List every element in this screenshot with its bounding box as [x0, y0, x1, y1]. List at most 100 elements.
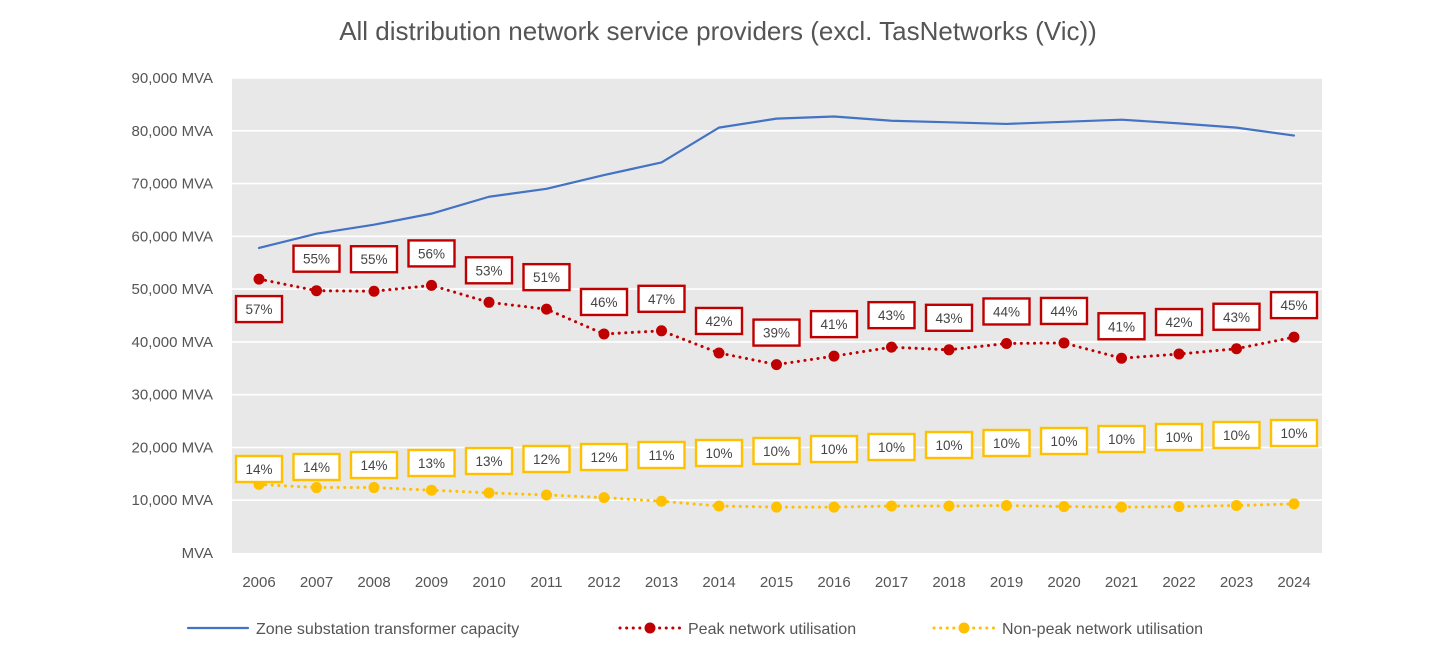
legend-label: Peak network utilisation: [688, 621, 856, 638]
x-tick-label: 2023: [1220, 574, 1253, 591]
data-label-2: 13%: [407, 448, 456, 478]
data-label-2: 11%: [637, 440, 686, 470]
y-tick-label: 80,000 MVA: [132, 123, 213, 140]
series-point-2: [771, 501, 782, 513]
y-axis: MVA 10,000 MVA 20,000 MVA 30,000 MVA 40,000 …: [132, 70, 213, 562]
data-label-box: [637, 440, 686, 470]
x-tick-label: 2015: [760, 574, 793, 591]
legend-item-0: Zone substation transformer capacity: [186, 621, 519, 638]
x-tick-label: 2018: [932, 574, 965, 591]
data-label-text: 45%: [1280, 298, 1307, 313]
data-label-box: [464, 256, 514, 285]
y-tick-label: 70,000 MVA: [132, 176, 213, 193]
series-point-2: [828, 501, 840, 513]
data-label-2: 12%: [522, 444, 571, 474]
x-tick-label: 2009: [415, 574, 448, 591]
data-label-text: 55%: [303, 252, 330, 267]
data-label-box: [349, 245, 399, 274]
chart-title: All distribution network service provide…: [339, 16, 1097, 46]
data-label-box: [982, 428, 1031, 458]
data-label-2: 10%: [1039, 426, 1089, 456]
data-label-text: 44%: [1050, 304, 1077, 319]
x-tick-label: 2022: [1162, 574, 1195, 591]
data-label-box: [349, 450, 399, 480]
data-label-text: 44%: [993, 304, 1020, 319]
series-point-1: [311, 285, 322, 297]
data-label-box: [1039, 426, 1089, 456]
legend: Zone substation transformer capacity Peak…: [186, 621, 1203, 638]
data-label-1: 44%: [982, 297, 1031, 326]
data-label-box: [234, 294, 284, 324]
data-label-text: 10%: [763, 444, 790, 459]
data-label-box: [694, 306, 744, 336]
series-point-2: [886, 500, 897, 512]
y-tick-label: 90,000 MVA: [132, 70, 213, 87]
data-label-2: 12%: [579, 442, 629, 472]
data-label-1: 43%: [924, 303, 974, 333]
data-label-1: 43%: [867, 300, 916, 330]
data-label-text: 10%: [1223, 428, 1250, 443]
series-point-2: [311, 482, 322, 494]
x-tick-label: 2019: [990, 574, 1023, 591]
data-label-box: [1154, 422, 1204, 452]
series-point-2: [1288, 498, 1300, 510]
series: [253, 115, 1300, 513]
data-label-1: 41%: [809, 309, 859, 339]
x-tick-label: 2024: [1277, 574, 1310, 591]
series-point-1: [1173, 348, 1185, 360]
data-label-2: 10%: [867, 432, 916, 462]
series-point-1: [713, 347, 725, 359]
data-label-box: [579, 287, 629, 317]
data-label-1: 39%: [752, 318, 801, 347]
data-label-1: 45%: [1269, 290, 1319, 320]
data-label-2: 10%: [1269, 418, 1319, 448]
x-tick-label: 2011: [530, 574, 562, 591]
series-point-1: [1116, 352, 1127, 364]
data-label-text: 10%: [935, 438, 962, 453]
data-label-text: 39%: [763, 326, 790, 341]
series-point-1: [1001, 337, 1012, 349]
series-point-2: [656, 495, 667, 507]
legend-marker: [644, 622, 656, 634]
data-label-box: [522, 444, 571, 474]
data-label-1: 46%: [579, 287, 629, 317]
data-label-box: [234, 454, 284, 484]
series-point-1: [943, 344, 955, 356]
data-label-text: 51%: [533, 270, 560, 285]
data-label-box: [1097, 424, 1146, 454]
data-label-text: 10%: [1165, 430, 1192, 445]
data-label-text: 14%: [303, 460, 330, 475]
data-label-box: [1154, 307, 1204, 337]
x-tick-label: 2012: [587, 574, 620, 591]
y-tick-label: 40,000 MVA: [132, 334, 213, 351]
data-label-box: [924, 430, 974, 460]
data-label-1: 44%: [1039, 296, 1089, 326]
x-tick-label: 2014: [702, 574, 735, 591]
data-label-text: 41%: [1108, 319, 1135, 334]
data-label-2: 10%: [809, 434, 859, 464]
data-label-text: 13%: [418, 456, 445, 471]
legend-item-1: Peak network utilisation: [618, 621, 856, 638]
data-label-1: 56%: [407, 239, 456, 268]
data-label-box: [867, 300, 916, 330]
data-label-text: 53%: [475, 263, 502, 278]
series-point-1: [598, 328, 610, 340]
series-point-2: [541, 489, 552, 501]
series-point-2: [1231, 500, 1242, 511]
series-point-1: [1288, 331, 1300, 343]
data-label-box: [1212, 302, 1261, 331]
x-tick-label: 2008: [357, 574, 390, 591]
data-label-box: [407, 239, 456, 268]
series-point-2: [426, 484, 437, 496]
data-label-box: [579, 442, 629, 472]
data-label-box: [924, 303, 974, 333]
data-label-box: [464, 446, 514, 476]
x-tick-label: 2021: [1105, 574, 1138, 591]
series-point-1: [1058, 337, 1070, 349]
series-point-1: [483, 296, 495, 308]
x-tick-label: 2007: [300, 574, 333, 591]
series-point-2: [713, 500, 725, 512]
series-point-1: [656, 325, 667, 337]
data-label-2: 10%: [982, 428, 1031, 458]
series-line-0: [257, 115, 1296, 250]
